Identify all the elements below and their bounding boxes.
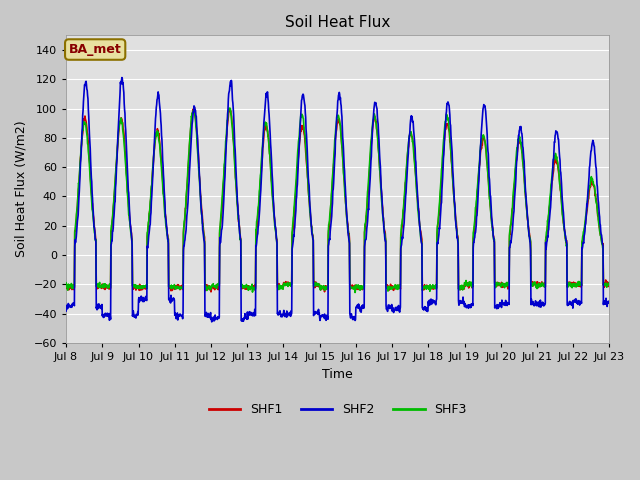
X-axis label: Time: Time	[323, 368, 353, 381]
Title: Soil Heat Flux: Soil Heat Flux	[285, 15, 390, 30]
Y-axis label: Soil Heat Flux (W/m2): Soil Heat Flux (W/m2)	[15, 121, 28, 257]
Text: BA_met: BA_met	[69, 43, 122, 56]
Legend: SHF1, SHF2, SHF3: SHF1, SHF2, SHF3	[204, 398, 472, 421]
